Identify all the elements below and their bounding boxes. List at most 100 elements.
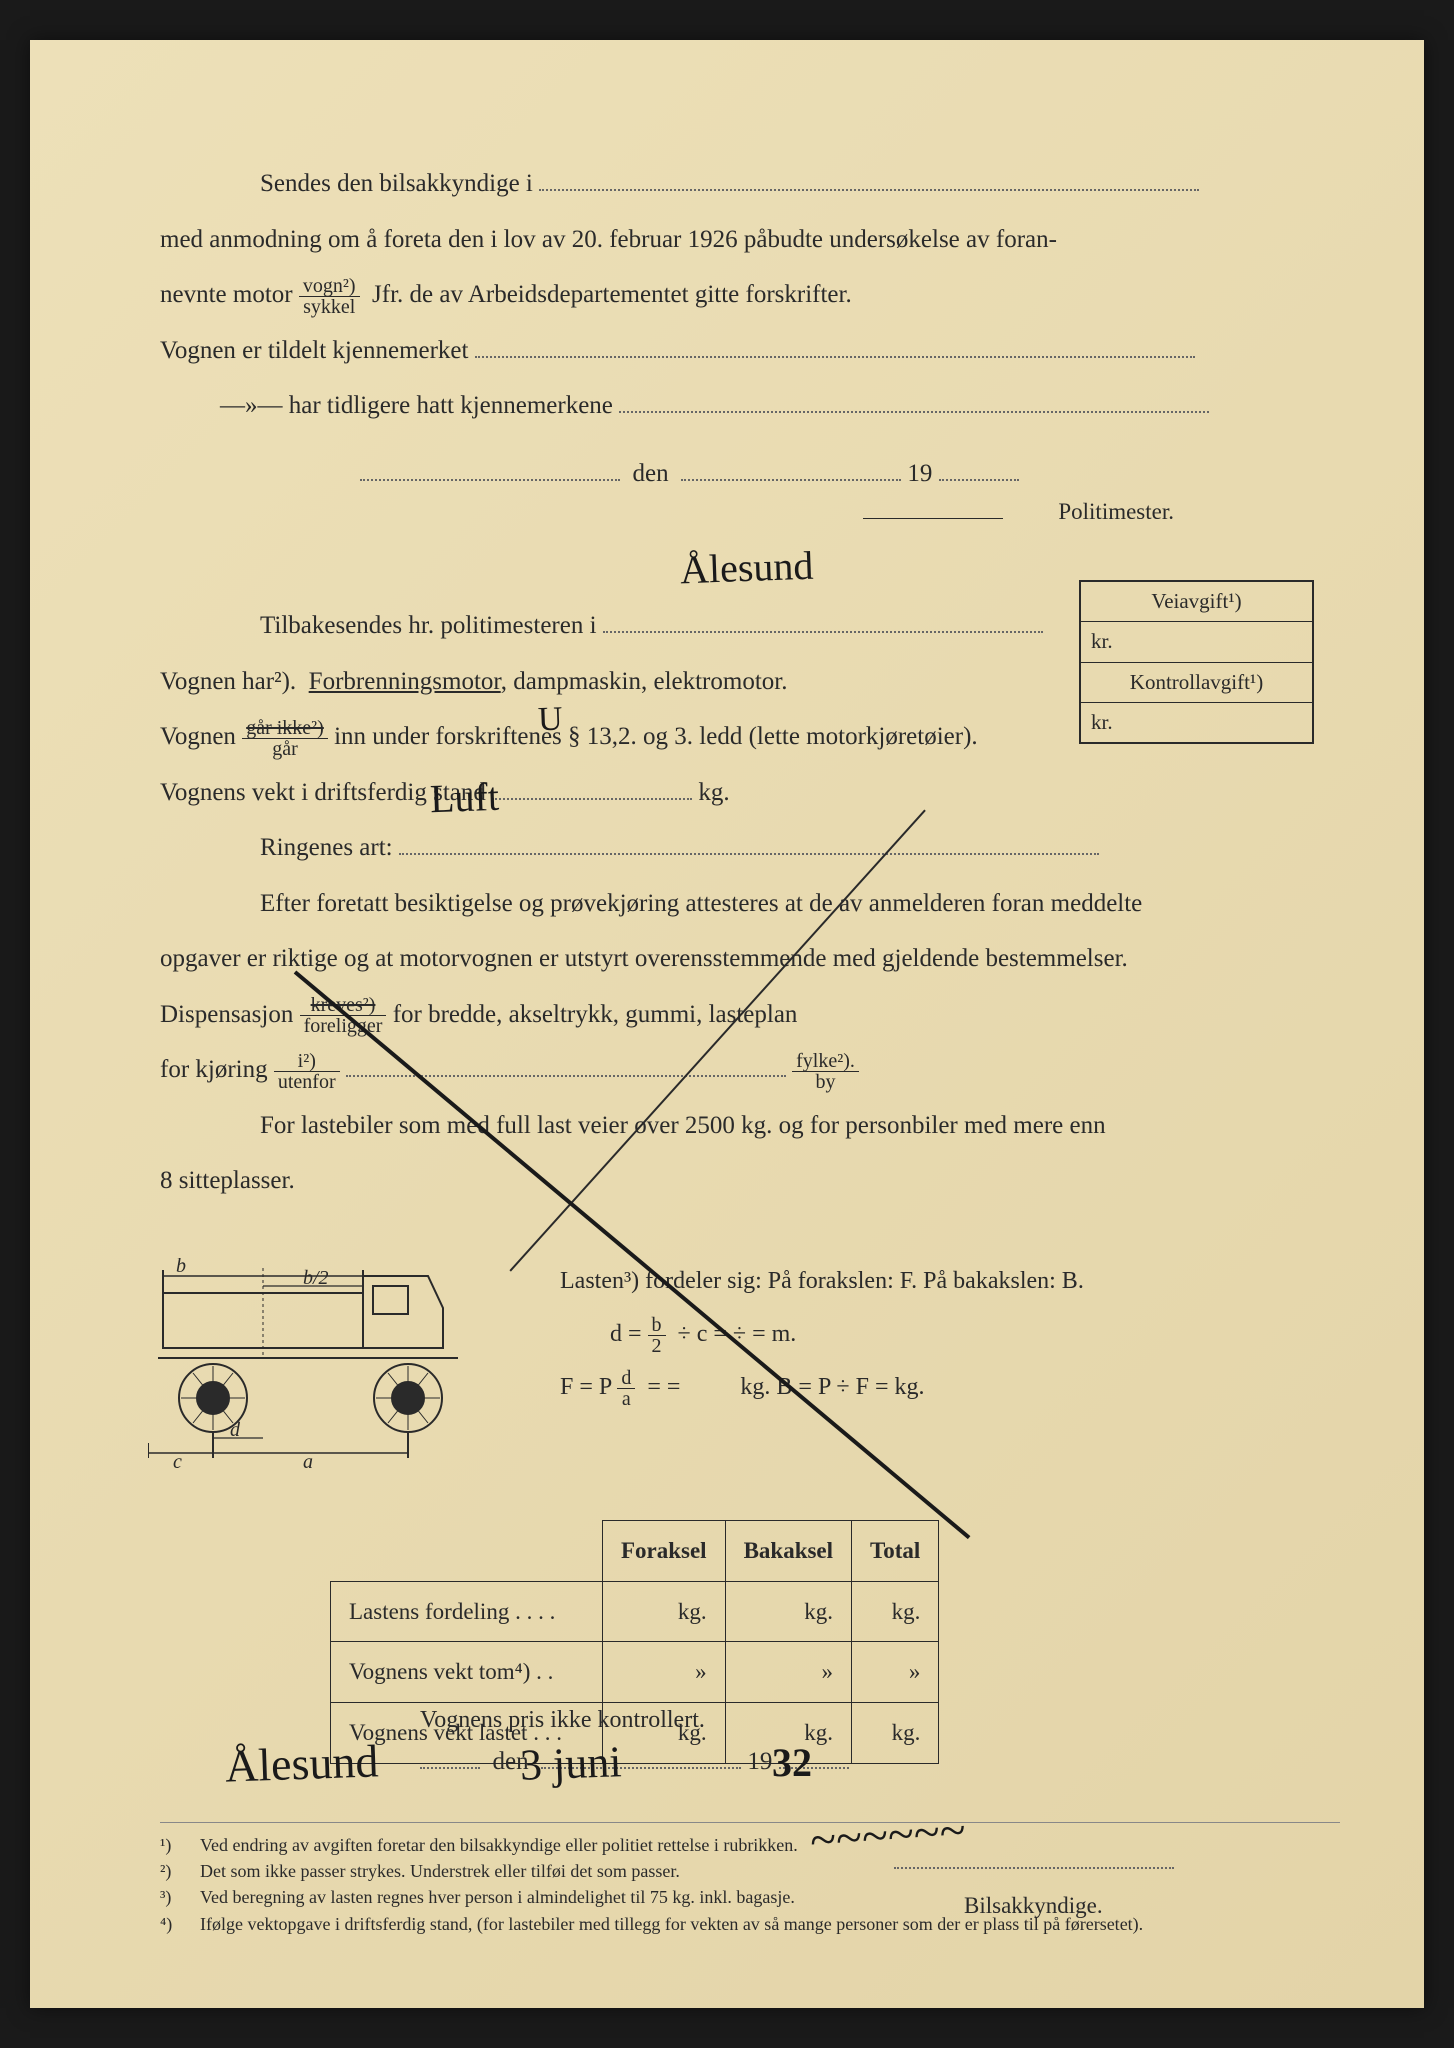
col-foraksel: Foraksel — [602, 1521, 725, 1582]
table-row: Vognens vekt tom⁴) . . » » » — [331, 1642, 939, 1703]
line-kjennemerke: Vognen er tildelt kjennemerket — [160, 327, 1324, 375]
blank-field — [399, 825, 1099, 855]
line: Vognens vekt i driftsferdig stand kg. — [160, 769, 1324, 817]
cell: kg. — [725, 1581, 851, 1642]
col-bakaksel: Bakaksel — [725, 1521, 851, 1582]
line: —»— har tidligere hatt kjennemerkene — [160, 382, 1324, 430]
text: den — [633, 460, 669, 487]
fraction: kreves²) foreligger — [300, 995, 387, 1036]
feebox-kr: kr. — [1081, 703, 1312, 742]
fraction: d a — [617, 1368, 635, 1409]
svg-text:c: c — [173, 1451, 182, 1473]
line: 8 sitteplasser. — [160, 1157, 1324, 1205]
fraction-num: vogn²) — [299, 276, 360, 297]
text: Vognen er tildelt kjennemerket — [160, 337, 468, 364]
formula-block: Lasten³) fordeler sig: På forakslen: F. … — [560, 1255, 1320, 1413]
fraction-den: 2 — [648, 1336, 666, 1356]
fraction-den: sykkel — [299, 297, 360, 317]
line: For lastebiler som med full last veier o… — [160, 1102, 1324, 1150]
handwritten-year: 32 — [772, 1725, 812, 1801]
fraction: fylke²). by — [792, 1051, 859, 1092]
row-label: Lastens fordeling . . . . — [331, 1581, 603, 1642]
fraction-num: b — [648, 1315, 666, 1336]
fraction-num: går ikke²) — [242, 718, 328, 739]
fraction-num: d — [617, 1368, 635, 1389]
handwritten-alesund: Ålesund — [679, 528, 815, 609]
formula-line: d = b 2 ÷ c = ÷ = m. — [560, 1308, 1320, 1361]
text: nevnte motor — [160, 281, 293, 308]
fraction-num: fylke²). — [792, 1051, 859, 1072]
fraction: i²) utenfor — [274, 1051, 340, 1092]
footnote: ³)Ved beregning av lasten regnes hver pe… — [160, 1885, 1340, 1909]
text-underlined: Forbrenningsmotor — [309, 668, 501, 695]
blank-field — [539, 161, 1199, 191]
footnotes: ¹)Ved endring av avgiften foretar den bi… — [160, 1822, 1340, 1938]
fee-box: Veiavgift¹) kr. Kontrollavgift¹) kr. — [1079, 580, 1314, 744]
line: opgaver er riktige og at motorvognen er … — [160, 935, 1324, 983]
fraction-den: utenfor — [274, 1072, 340, 1092]
text: kg. B = P ÷ F = kg. — [740, 1374, 924, 1400]
footnote: ¹)Ved endring av avgiften foretar den bi… — [160, 1833, 1340, 1857]
line: Efter foretatt besiktigelse og prøvekjør… — [160, 880, 1324, 928]
svg-text:b/2: b/2 — [303, 1267, 329, 1289]
text: for kjøring — [160, 1056, 268, 1083]
text: inn under forskriftenes § 13,2. og 3. le… — [334, 723, 978, 750]
handwritten-date: 3 juni — [519, 1720, 623, 1807]
feebox-kr: kr. — [1081, 622, 1312, 662]
cell: kg. — [852, 1581, 939, 1642]
text: Vognen — [160, 723, 236, 750]
text: Det som ikke passer strykes. Understrek … — [200, 1859, 680, 1883]
blank-field — [360, 451, 620, 481]
line: Ringenes art: — [160, 824, 1324, 872]
footnote: ²)Det som ikke passer strykes. Understre… — [160, 1859, 1340, 1883]
politimester-label: Politimester. — [863, 490, 1174, 534]
line: Dispensasjon kreves²) foreligger for bre… — [160, 991, 1324, 1039]
feebox-kontroll: Kontrollavgift¹) — [1081, 663, 1312, 703]
cell: » — [725, 1642, 851, 1703]
text: Dispensasjon — [160, 1001, 293, 1028]
text: for bredde, akseltrykk, gummi, lasteplan — [393, 1001, 798, 1028]
fraction: b 2 — [648, 1315, 666, 1356]
text: Ved beregning av lasten regnes hver pers… — [200, 1885, 795, 1909]
line: nevnte motor vogn²) sykkel Jfr. de av Ar… — [160, 271, 1324, 319]
text: Tilbakesendes hr. politimesteren i — [260, 612, 597, 639]
text: Politimester. — [1058, 499, 1174, 524]
fraction-num: i²) — [274, 1051, 340, 1072]
blank-field — [681, 451, 901, 481]
handwritten-luft: Luft — [429, 759, 500, 837]
blank-field — [939, 451, 1019, 481]
cell: kg. — [852, 1703, 939, 1764]
text: = = — [647, 1374, 680, 1400]
cell: kg. — [602, 1581, 725, 1642]
text: Vognen har²). — [160, 668, 296, 695]
text: 19 — [747, 1748, 772, 1775]
text: d = — [610, 1321, 642, 1347]
blank-field — [475, 328, 1195, 358]
formula-line: F = P d a = = kg. B = P ÷ F = kg. — [560, 1361, 1320, 1414]
row-label: Vognens vekt tom⁴) . . — [331, 1642, 603, 1703]
text: F = P — [560, 1374, 611, 1400]
col-total: Total — [852, 1521, 939, 1582]
blank-field — [619, 383, 1209, 413]
truck-diagram: b b/2 a c d — [148, 1258, 493, 1473]
fraction-vogn-sykkel: vogn²) sykkel — [299, 276, 360, 317]
fraction-den: går — [242, 739, 328, 759]
blank-field — [420, 1739, 480, 1769]
document-page: Sendes den bilsakkyndige i med anmodning… — [30, 40, 1424, 2008]
text: Ifølge vektopgave i driftsferdig stand, … — [200, 1912, 1143, 1936]
table-row: Lastens fordeling . . . . kg. kg. kg. — [331, 1581, 939, 1642]
cell: » — [602, 1642, 725, 1703]
text: kg. — [698, 779, 729, 806]
line: med anmodning om å foreta den i lov av 2… — [160, 216, 1324, 264]
line-sendes: Sendes den bilsakkyndige i — [160, 160, 1324, 208]
blank-field — [603, 603, 1043, 633]
text: —»— har tidligere hatt kjennemerkene — [220, 392, 613, 419]
fraction-den: a — [617, 1389, 635, 1409]
handwritten-mark: U — [537, 688, 564, 753]
formula-line: Lasten³) fordeler sig: På forakslen: F. … — [560, 1255, 1320, 1308]
handwritten-place: Ålesund — [224, 1717, 380, 1810]
table-row: Foraksel Bakaksel Total — [331, 1521, 939, 1582]
footnote: ⁴)Ifølge vektopgave i driftsferdig stand… — [160, 1912, 1340, 1936]
fraction: går ikke²) går — [242, 718, 328, 759]
signature-line — [863, 518, 1003, 519]
